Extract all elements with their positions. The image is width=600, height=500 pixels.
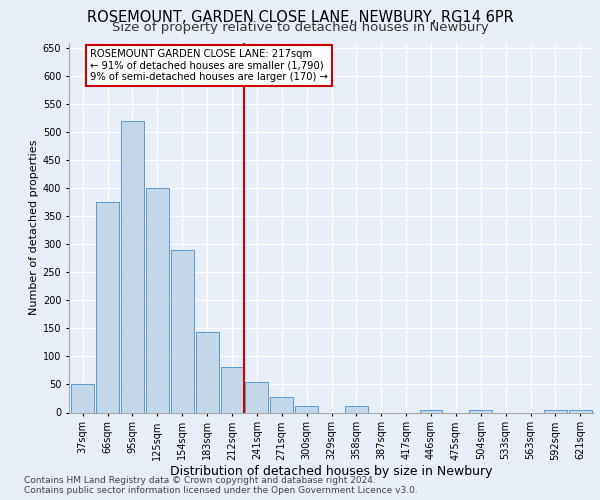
Text: Size of property relative to detached houses in Newbury: Size of property relative to detached ho… (112, 22, 488, 35)
Bar (345, 406, 368, 412)
X-axis label: Distribution of detached houses by size in Newbury: Distribution of detached houses by size … (170, 465, 493, 478)
Bar (221, 366, 244, 412)
Bar (295, 406, 318, 412)
Bar (469, 410, 492, 412)
Text: ROSEMOUNT GARDEN CLOSE LANE: 217sqm
← 91% of detached houses are smaller (1,790): ROSEMOUNT GARDEN CLOSE LANE: 217sqm ← 91… (90, 49, 328, 82)
Bar (196, 332, 218, 412)
Bar (96, 202, 119, 412)
Bar (121, 121, 144, 412)
Bar (71, 384, 94, 412)
Bar (569, 410, 592, 412)
Bar (171, 250, 194, 412)
Text: Contains public sector information licensed under the Open Government Licence v3: Contains public sector information licen… (24, 486, 418, 495)
Bar (245, 382, 268, 412)
Bar (419, 410, 442, 412)
Text: Contains HM Land Registry data © Crown copyright and database right 2024.: Contains HM Land Registry data © Crown c… (24, 476, 376, 485)
Bar (146, 188, 169, 412)
Bar (544, 410, 567, 412)
Y-axis label: Number of detached properties: Number of detached properties (29, 140, 38, 315)
Bar (270, 397, 293, 412)
Text: ROSEMOUNT, GARDEN CLOSE LANE, NEWBURY, RG14 6PR: ROSEMOUNT, GARDEN CLOSE LANE, NEWBURY, R… (86, 10, 514, 25)
